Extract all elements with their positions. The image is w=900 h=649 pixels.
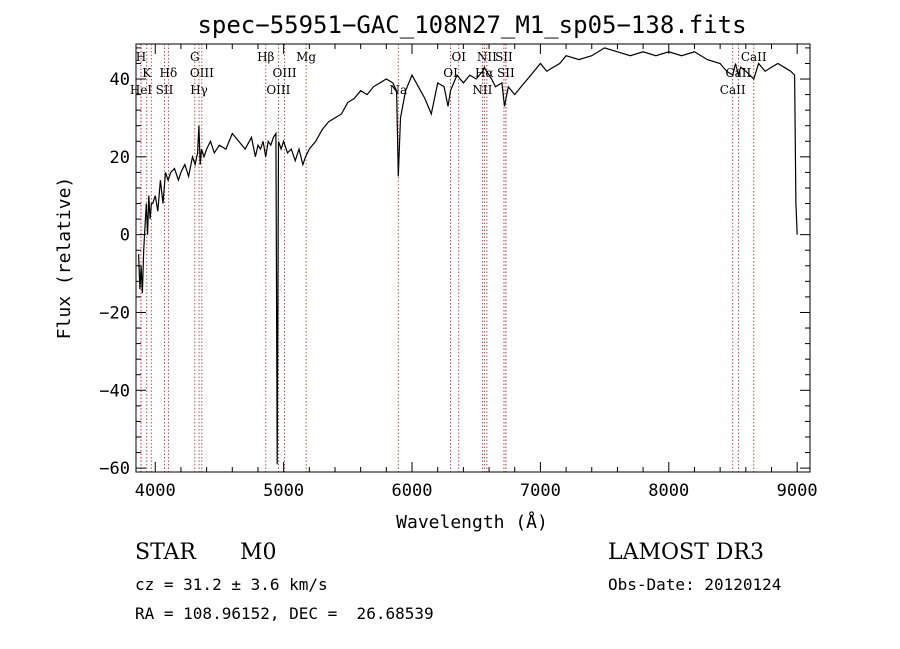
redshift-cz: cz = 31.2 ± 3.6 km/s <box>135 575 328 594</box>
emission-line-label: Mg <box>296 50 316 64</box>
emission-line-label: G <box>190 50 200 64</box>
chart-title: spec−55951−GAC_108N27_M1_sp05−138.fits <box>197 11 746 39</box>
emission-line-markers <box>140 44 755 472</box>
emission-line-label: Hγ <box>190 83 208 97</box>
object-subclass: M0 <box>240 540 277 565</box>
emission-line-label: H <box>136 50 146 64</box>
spectrum-chart: spec−55951−GAC_108N27_M1_sp05−138.fits H… <box>54 11 818 533</box>
y-tick-label: −20 <box>99 303 130 323</box>
y-tick-label: 0 <box>120 226 130 246</box>
emission-line-label: OI <box>443 66 458 80</box>
x-tick-label: 4000 <box>135 481 176 501</box>
emission-line-label: OIII <box>190 66 214 80</box>
emission-line-label: SII <box>495 50 513 64</box>
object-class: STAR <box>135 540 196 565</box>
emission-line-label: HeI <box>130 83 153 97</box>
observation-date: Obs-Date: 20120124 <box>608 575 782 594</box>
emission-line-label: SII <box>497 66 515 80</box>
y-tick-label: −60 <box>99 459 130 479</box>
emission-line-label: OI <box>451 50 466 64</box>
emission-line-label: Na <box>389 83 407 97</box>
y-axis-label: Flux (relative) <box>54 177 75 340</box>
emission-line-label: OIII <box>273 66 297 80</box>
emission-line-label: OIII <box>266 83 290 97</box>
emission-line-label: NII <box>477 50 497 64</box>
x-tick-label: 7000 <box>520 481 561 501</box>
x-tick-label: 6000 <box>392 481 433 501</box>
y-tick-label: 20 <box>110 148 130 168</box>
emission-line-label: Hα <box>475 66 494 80</box>
emission-line-label: SII <box>156 83 174 97</box>
x-tick-label: 5000 <box>263 481 304 501</box>
x-axis-ticks: 4000 5000 6000 7000 8000 9000 <box>135 44 818 501</box>
emission-line-label: Hδ <box>160 66 178 80</box>
x-tick-label: 8000 <box>648 481 689 501</box>
x-tick-label: 9000 <box>777 481 818 501</box>
y-tick-label: 40 <box>110 70 130 90</box>
flux-series-line <box>138 47 798 465</box>
emission-line-label: CaII <box>741 50 767 64</box>
y-axis-ticks: −60 −40 −20 0 20 40 <box>99 47 810 479</box>
y-tick-label: −40 <box>99 381 130 401</box>
survey-name: LAMOST DR3 <box>608 540 764 565</box>
x-axis-label: Wavelength (Å) <box>396 511 548 533</box>
plot-frame <box>135 43 811 473</box>
emission-line-label: CaII <box>720 83 746 97</box>
emission-line-label: NII <box>472 83 492 97</box>
coordinates: RA = 108.96152, DEC = 26.68539 <box>135 604 434 623</box>
emission-line-label: K <box>142 66 152 80</box>
emission-line-label: Hβ <box>257 50 274 64</box>
